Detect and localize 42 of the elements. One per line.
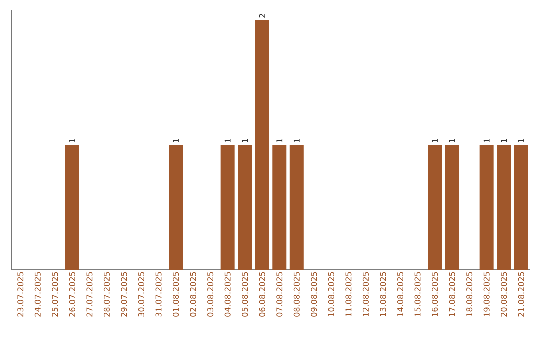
x-tick-label: 21.08.2025 — [518, 272, 524, 317]
x-tick-label: 27.07.2025 — [86, 272, 93, 317]
data-label: 1 — [518, 139, 524, 143]
data-label: 1 — [484, 139, 490, 143]
x-tick-label: 14.08.2025 — [397, 272, 404, 317]
data-label: 1 — [449, 139, 456, 143]
x-tick-label: 17.08.2025 — [449, 272, 456, 317]
x-tick-label: 11.08.2025 — [346, 272, 352, 317]
x-tick-label: 19.08.2025 — [484, 272, 490, 317]
x-tick-label: 06.08.2025 — [259, 272, 266, 317]
x-tick-label: 13.08.2025 — [380, 272, 386, 317]
x-tick-label: 28.07.2025 — [104, 272, 110, 317]
x-tick-label: 23.07.2025 — [18, 272, 24, 317]
x-tick-label: 16.08.2025 — [432, 272, 438, 317]
x-tick-label: 10.08.2025 — [328, 272, 334, 317]
data-label: 1 — [224, 139, 231, 143]
data-label: 1 — [276, 139, 283, 143]
x-tick-label: 08.08.2025 — [294, 272, 300, 317]
x-tick-label: 12.08.2025 — [362, 272, 369, 317]
x-tick-label: 24.07.2025 — [34, 272, 41, 317]
x-tick-label: 03.08.2025 — [208, 272, 214, 317]
x-tick-label: 31.07.2025 — [156, 272, 162, 317]
data-label: 1 — [294, 139, 300, 143]
x-tick-label: 09.08.2025 — [311, 272, 318, 317]
x-tick-label: 25.07.2025 — [52, 272, 58, 317]
x-tick-label: 05.08.2025 — [242, 272, 248, 317]
x-tick-label: 15.08.2025 — [414, 272, 421, 317]
x-tick-label: 02.08.2025 — [190, 272, 196, 317]
x-tick-label: 04.08.2025 — [224, 272, 231, 317]
data-label: 1 — [173, 139, 179, 143]
data-label: 1 — [501, 139, 508, 143]
x-tick-label: 01.08.2025 — [173, 272, 180, 317]
data-label: 1 — [242, 139, 248, 143]
x-tick-label: 18.08.2025 — [466, 272, 473, 317]
data-label: 2 — [259, 14, 266, 18]
x-tick-label: 20.08.2025 — [501, 272, 508, 317]
x-tick-label: 26.07.2025 — [69, 272, 76, 317]
x-tick-label: 30.07.2025 — [138, 272, 145, 317]
data-label: 1 — [432, 139, 438, 143]
x-tick-label: 07.08.2025 — [276, 272, 283, 317]
data-label: 1 — [70, 139, 76, 143]
x-tick-label: 29.07.2025 — [121, 272, 128, 317]
